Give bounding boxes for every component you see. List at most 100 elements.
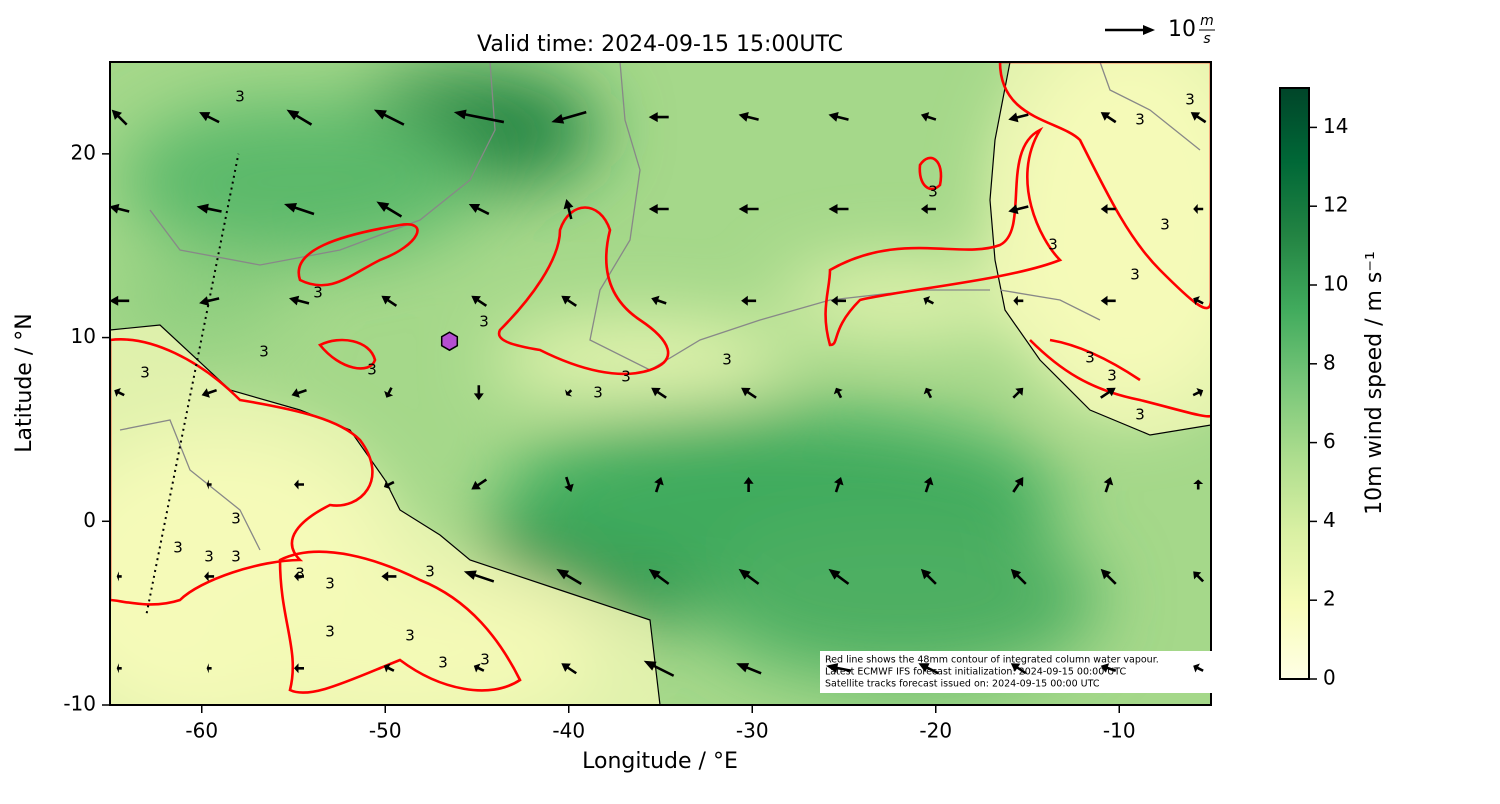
wind-arrow	[471, 295, 488, 307]
wind-arrow	[1100, 295, 1116, 306]
y-axis-label: Latitude / °N	[12, 313, 37, 452]
wind-arrow	[648, 204, 669, 214]
wind-arrow	[110, 295, 130, 306]
wind-arrow	[1100, 568, 1117, 585]
wind-arrow	[648, 568, 670, 585]
land-south-america	[110, 325, 660, 705]
contour-label: 3	[479, 313, 489, 331]
contour-label: 3	[235, 88, 245, 106]
contour-label: 3	[1048, 236, 1058, 254]
wind-arrow	[654, 477, 664, 493]
x-tick-label: -40	[552, 719, 585, 743]
wind-arrow	[471, 478, 488, 490]
coastline	[989, 62, 1211, 436]
colorbar-tick-label: 8	[1323, 350, 1336, 374]
wind-arrow	[563, 199, 574, 220]
contour-label: 3	[295, 565, 305, 583]
wind-arrow	[643, 660, 675, 677]
wind-arrow	[1013, 295, 1024, 306]
colorbar-tick-label: 14	[1323, 114, 1348, 138]
quiver-key-arrow	[1105, 25, 1155, 35]
wind-arrow	[114, 388, 125, 397]
wind-arrow	[199, 296, 220, 306]
wind-arrow	[920, 204, 936, 214]
annotation-line: Latest ECMWF IFS forecast initialization…	[825, 667, 1126, 678]
wind-arrow	[463, 570, 495, 583]
contour-label: 3	[1130, 266, 1140, 284]
colorbar-tick-label: 12	[1323, 193, 1348, 217]
wind-arrow	[828, 112, 849, 122]
y-tick-label: 0	[83, 508, 96, 532]
wind-arrow	[920, 112, 937, 122]
y-tick-label: 20	[71, 140, 96, 164]
wind-arrow	[373, 109, 405, 126]
wind-arrow	[1008, 204, 1029, 215]
chart-title: Valid time: 2024-09-15 15:00UTC	[477, 32, 843, 57]
wind-arrow	[920, 568, 937, 585]
wind-arrow	[738, 112, 759, 122]
wind-arrow	[1012, 387, 1024, 399]
quiver-key-unit-bottom: s	[1203, 31, 1210, 47]
wind-arrow	[473, 385, 484, 401]
contour-label: 3	[259, 343, 269, 361]
wind-arrow	[291, 388, 307, 398]
wind-arrow	[1193, 663, 1204, 673]
water-vapour-contours	[110, 62, 1211, 694]
wind-arrow	[826, 663, 852, 673]
x-tick-label: -20	[919, 719, 952, 743]
wind-arrow	[918, 663, 939, 675]
wind-arrow	[923, 296, 934, 306]
contour-label: 3	[231, 510, 241, 528]
wind-arrow	[831, 295, 846, 306]
wind-arrow	[199, 112, 220, 124]
wind-arrow	[651, 387, 667, 399]
wind-arrow	[1193, 479, 1204, 490]
annotation-line: Red line shows the 48mm contour of integ…	[825, 655, 1159, 666]
contour-label: 3	[425, 563, 435, 581]
wind-arrow	[1100, 663, 1117, 673]
satellite-track	[145, 153, 240, 614]
wind-arrow	[834, 477, 844, 493]
wind-arrow	[1008, 112, 1029, 123]
wind-arrow	[556, 568, 582, 585]
wind-arrow	[1100, 387, 1116, 399]
wind-arrow	[1103, 477, 1114, 493]
wind-arrow	[828, 204, 849, 214]
contour-label: 3	[1107, 367, 1117, 385]
wind-arrow	[743, 477, 754, 492]
x-axis-label: Longitude / °E	[582, 749, 738, 774]
contour-label: 3	[1135, 111, 1145, 129]
wind-arrow	[206, 479, 212, 490]
contour-label: 3	[231, 548, 241, 566]
contour-label: 3	[1135, 406, 1145, 424]
wind-arrow	[468, 204, 490, 216]
wind-arrow	[1010, 663, 1027, 675]
wind-arrow	[116, 663, 122, 674]
annotation-box	[820, 651, 1215, 693]
colorbar-tick-label: 2	[1323, 587, 1336, 611]
contour-label: 3	[313, 284, 323, 302]
wind-arrow	[923, 387, 933, 399]
contour-label: 3	[480, 651, 490, 669]
wind-arrow	[294, 663, 304, 674]
contour-label: 3	[1085, 349, 1095, 367]
wind-arrow	[561, 663, 577, 675]
wind-arrow	[738, 204, 759, 214]
wind-arrow	[376, 201, 403, 218]
map-field	[110, 62, 1211, 705]
wind-arrow	[551, 110, 587, 124]
quiver-key-unit-top: m	[1200, 13, 1214, 29]
wind-arrow	[1100, 112, 1117, 124]
contour-label: 3	[367, 361, 377, 379]
wind-arrow	[383, 480, 395, 490]
contour-label: 3	[204, 548, 214, 566]
wind-arrow	[384, 387, 394, 398]
wind-arrow	[110, 203, 130, 214]
contour-label: 3	[722, 351, 732, 369]
wind-arrow	[736, 663, 762, 675]
wind-arrow	[1010, 568, 1027, 585]
contour-label: 3	[1160, 216, 1170, 234]
wind-arrow	[453, 109, 505, 124]
